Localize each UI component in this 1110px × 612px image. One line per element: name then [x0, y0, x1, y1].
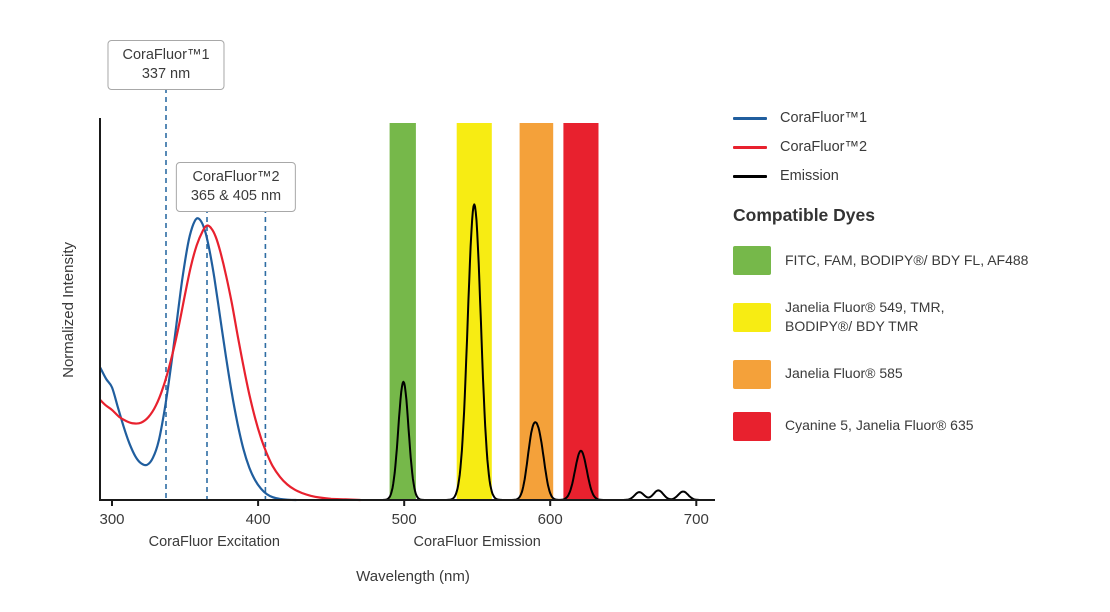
axis-region-label: CoraFluor Emission [414, 534, 541, 550]
excitation-curve-corafluor1 [99, 217, 298, 502]
filter-band-green [389, 123, 416, 500]
orange-filter-swatch [733, 359, 771, 389]
callout-corafluor1-title: CoraFluor™1 [122, 47, 210, 63]
x-tick-label: 600 [538, 511, 563, 528]
dye-row-red: Cyanine 5, Janelia Fluor® 635 [733, 411, 1105, 441]
x-axis-title: Wavelength (nm) [356, 568, 470, 585]
excitation-curves [99, 217, 362, 502]
legend-item-corafluor1: CoraFluor™1 [733, 110, 1105, 126]
excitation-curve-corafluor2 [99, 224, 362, 502]
legend-label-corafluor1: CoraFluor™1 [780, 110, 868, 126]
red-filter-swatch [733, 411, 771, 441]
x-tick-label: 400 [246, 511, 271, 528]
callout-corafluor2-title: CoraFluor™2 [192, 169, 280, 185]
dye-label-green: FITC, FAM, BODIPY®/ BDY FL, AF488 [785, 251, 1029, 268]
corafluor1-line-sample [733, 116, 767, 120]
legend-item-corafluor2: CoraFluor™2 [733, 139, 1105, 155]
x-tick-label: 500 [392, 511, 417, 528]
callout-corafluor2-value: 365 & 405 nm [190, 188, 282, 205]
x-tick-labels: 300 400 500 600 700 [99, 511, 708, 528]
filter-band-red [563, 123, 599, 500]
dye-label-orange: Janelia Fluor® 585 [785, 365, 903, 382]
dye-row-green: FITC, FAM, BODIPY®/ BDY FL, AF488 [733, 246, 1105, 275]
legend-label-emission: Emission [780, 168, 839, 184]
legend-panel: CoraFluor™1 CoraFluor™2 Emission Compati… [733, 110, 1105, 464]
dye-label-yellow: Janelia Fluor® 549, TMR, BODIPY®/ BDY TM… [785, 299, 945, 335]
x-tick-label: 300 [99, 511, 124, 528]
axes [99, 118, 715, 506]
legend-label-corafluor2: CoraFluor™2 [780, 139, 868, 155]
y-axis-title: Normalized Intensity [60, 120, 77, 500]
compatible-dyes-heading: Compatible Dyes [733, 205, 875, 225]
dye-row-orange: Janelia Fluor® 585 [733, 359, 1105, 389]
filter-band-orange [519, 123, 554, 500]
spectra-chart: 300 400 500 600 700 CoraFluor Excitation Cora… [99, 88, 715, 550]
axis-region-label: CoraFluor Excitation [149, 534, 280, 550]
y-axis-title-text: Normalized Intensity [60, 242, 77, 378]
dye-row-yellow: Janelia Fluor® 549, TMR, BODIPY®/ BDY TM… [733, 298, 1105, 337]
yellow-filter-swatch [733, 302, 771, 332]
callout-corafluor1-value: 337 nm [141, 66, 191, 83]
emission-line-sample [733, 174, 767, 178]
green-filter-swatch [733, 246, 771, 275]
legend-item-emission: Emission [733, 168, 1105, 184]
callout-corafluor1: CoraFluor™1 337 nm [107, 40, 225, 91]
dye-label-red: Cyanine 5, Janelia Fluor® 635 [785, 417, 974, 434]
x-tick-label: 700 [684, 511, 709, 528]
corafluor2-line-sample [733, 145, 767, 149]
axis-region-labels: CoraFluor Excitation CoraFluor Emission [149, 534, 541, 550]
callout-corafluor2: CoraFluor™2 365 & 405 nm [175, 162, 297, 213]
filter-bands [389, 123, 599, 500]
